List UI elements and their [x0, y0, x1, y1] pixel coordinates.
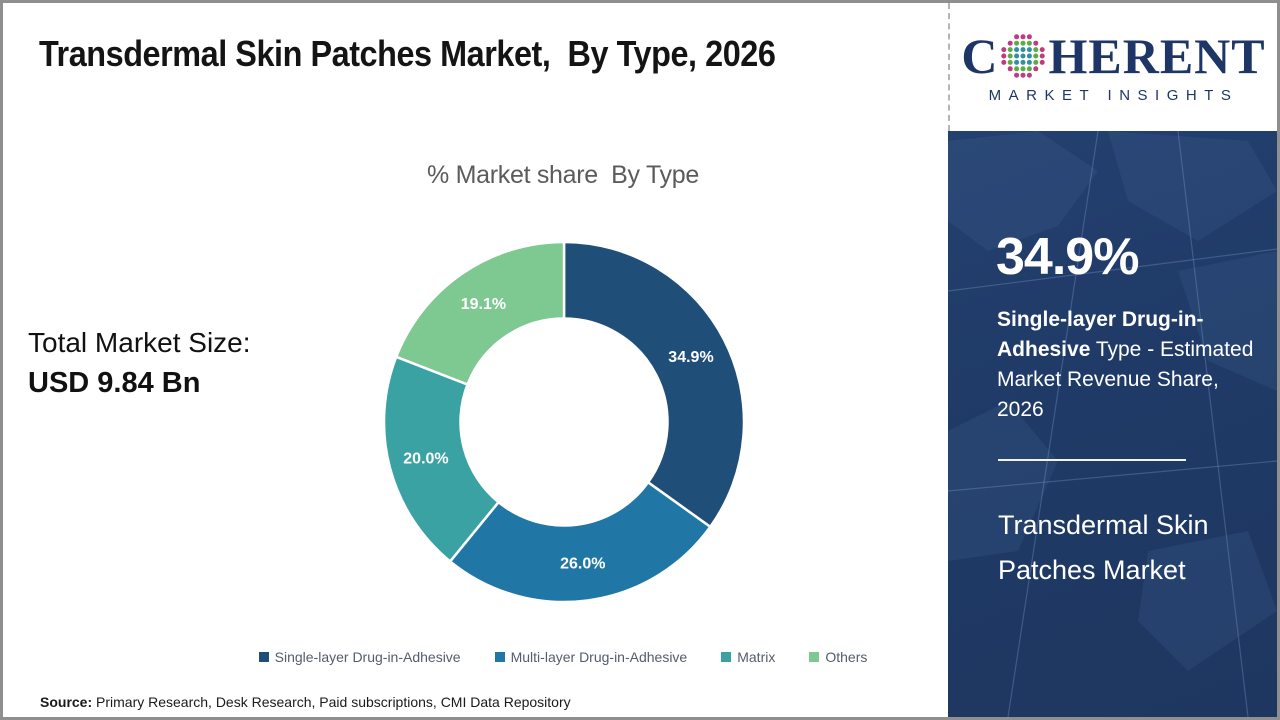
globe-dot	[1033, 65, 1039, 71]
legend-item-4: Others	[809, 649, 867, 665]
globe-dot	[1027, 65, 1033, 71]
legend-label-4: Others	[825, 649, 868, 665]
globe-dot	[1020, 33, 1026, 39]
total-market-size-label: Total Market Size:	[28, 327, 251, 358]
logo-subtitle: MARKET INSIGHTS	[988, 86, 1239, 104]
legend-label-3: Matrix	[737, 649, 776, 665]
legend-label-2: Multi-layer Drug-in-Adhesive	[510, 649, 688, 665]
globe-dot	[1001, 59, 1007, 65]
globe-dot	[1040, 46, 1046, 52]
globe-dot	[1008, 40, 1014, 46]
donut-slice-3	[382, 355, 501, 564]
logo-letters-herent: HERENT	[1048, 27, 1266, 84]
globe-dot	[1033, 40, 1039, 46]
source-label: Source:	[40, 694, 93, 710]
globe-dot	[1008, 46, 1014, 52]
globe-dot	[1008, 59, 1014, 65]
sidebar-stat-description: Single-layer Drug-in-Adhesive Type - Est…	[997, 305, 1261, 425]
globe-dot	[1014, 40, 1020, 46]
globe-dot	[1027, 72, 1033, 78]
globe-dot	[1014, 53, 1020, 58]
sidebar-stat-value: 34.9%	[996, 228, 1139, 286]
legend-marker-2	[494, 652, 505, 662]
sidebar-stat-rest: Type - Estimated Market Revenue Share, 2…	[997, 338, 1254, 421]
globe-dot	[1027, 53, 1033, 58]
globe-dot	[1020, 40, 1026, 46]
donut-slice-label-2: 26.0%	[560, 556, 605, 573]
logo-letter-c: C	[961, 27, 999, 84]
globe-dot	[1008, 65, 1014, 71]
sidebar: 34.9% Single-layer Drug-in-Adhesive Type…	[948, 131, 1277, 717]
total-market-size-block: Total Market Size: USD 9.84 Bn	[28, 323, 251, 403]
globe-dot	[1014, 72, 1020, 78]
globe-dot	[1014, 65, 1020, 71]
donut-slice-label-3: 20.0%	[403, 450, 448, 467]
chart-subtitle: % Market share By Type	[427, 161, 699, 189]
legend-item-3: Matrix	[721, 649, 775, 665]
sidebar-market-name: Transdermal Skin Patches Market	[998, 510, 1209, 585]
donut-slice-4	[394, 240, 566, 387]
donut-slice-1	[562, 240, 746, 529]
sidebar-stat-segment: Single-layer Drug-in-Adhesive	[997, 308, 1204, 361]
legend-item-2: Multi-layer Drug-in-Adhesive	[494, 649, 688, 665]
globe-dot	[1040, 53, 1046, 58]
globe-dot	[1020, 65, 1026, 71]
globe-dot	[1027, 33, 1033, 39]
globe-dot	[1020, 59, 1026, 65]
globe-dot	[1020, 53, 1026, 58]
globe-dot	[1033, 46, 1039, 52]
legend-marker-1	[258, 652, 269, 662]
legend-marker-3	[721, 652, 732, 662]
globe-dot	[1001, 46, 1007, 52]
globe-dot	[1014, 59, 1020, 65]
legend-label-1: Single-layer Drug-in-Adhesive	[274, 649, 461, 665]
globe-dot	[1008, 53, 1014, 58]
chart-legend: Single-layer Drug-in-Adhesive Multi-layer…	[173, 649, 953, 665]
sidebar-divider	[998, 459, 1186, 461]
globe-dot	[1027, 46, 1033, 52]
globe-dot	[1027, 59, 1033, 65]
donut-slice-2	[448, 480, 713, 604]
globe-dot	[1027, 40, 1033, 46]
globe-dot	[1020, 72, 1026, 78]
coherent-logo: C HERENT	[961, 31, 1265, 81]
page-title: Transdermal Skin Patches Market, By Type…	[39, 33, 776, 74]
donut-chart: 34.9% 26.0% 20.0% 19.1%	[382, 240, 746, 604]
globe-dot	[1033, 59, 1039, 65]
globe-dot	[1033, 53, 1039, 58]
legend-item-1: Single-layer Drug-in-Adhesive	[258, 649, 461, 665]
globe-dot	[1040, 59, 1046, 65]
globe-dot	[1014, 46, 1020, 52]
globe-dot	[1014, 33, 1020, 39]
coherent-globe-icon	[1001, 33, 1046, 78]
total-market-size-value: USD 9.84 Bn	[28, 367, 201, 399]
globe-dot	[1020, 46, 1026, 52]
donut-slice-label-1: 34.9%	[668, 349, 713, 366]
donut-slice-label-4: 19.1%	[461, 296, 506, 313]
legend-marker-4	[809, 652, 820, 662]
world-map-texture	[948, 131, 1277, 717]
globe-dot	[1001, 53, 1007, 58]
source-text: Primary Research, Desk Research, Paid su…	[92, 694, 571, 710]
source-line: Source: Primary Research, Desk Research,…	[40, 694, 571, 710]
logo-box: C HERENT MARKET INSIGHTS	[948, 3, 1277, 131]
